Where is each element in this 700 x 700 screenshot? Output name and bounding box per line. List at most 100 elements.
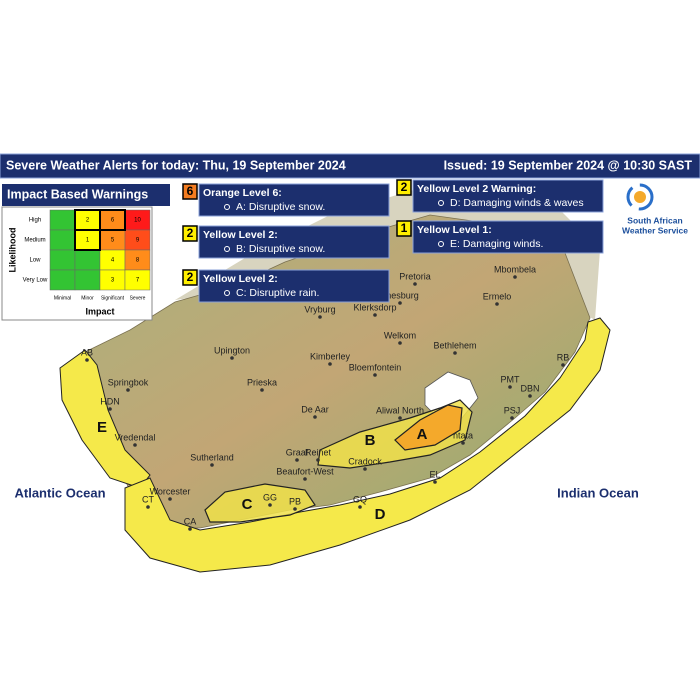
place-dot: [188, 527, 192, 531]
bullet: [438, 200, 444, 206]
cell-label: 6: [111, 218, 115, 224]
neighbour-land: [175, 185, 600, 320]
level-badge: [396, 220, 412, 237]
place-label: Kimberley: [310, 351, 351, 361]
cell: [49, 209, 76, 231]
warning-item: C: Disruptive rain.: [236, 287, 319, 299]
place-label: Vredendal: [115, 432, 156, 442]
bullet: [224, 246, 230, 252]
highlight: [74, 229, 101, 251]
level-number: 2: [187, 226, 194, 240]
region-c: [204, 483, 316, 523]
place-dot: [210, 463, 214, 467]
warning-box: [198, 183, 390, 217]
impact-matrix: High 2 6 10 Medium 1 5 9 Low 4 8 Very Low 3 7 Minimal M…: [23, 209, 151, 301]
warning-box: [198, 269, 390, 303]
region-label: C: [242, 496, 253, 513]
place-label: Ermelo: [483, 291, 512, 301]
place-label: PSJ: [504, 405, 521, 415]
logo-text: South African: [627, 215, 682, 225]
logo-icon: [626, 183, 654, 211]
place-dot: [510, 416, 514, 420]
level-badge: [182, 183, 198, 200]
warning-item: E: Damaging winds.: [450, 238, 543, 250]
row-label: Medium: [24, 238, 45, 244]
place-dot: [303, 477, 307, 481]
place-dot: [528, 394, 532, 398]
cell: [74, 269, 101, 291]
region-label: D: [375, 506, 386, 523]
header-title: Severe Weather Alerts for today: Thu, 19…: [6, 158, 346, 172]
place-label: EL: [429, 469, 440, 479]
cell: [49, 249, 76, 271]
place-label: Aliwal North: [376, 405, 424, 415]
place-dot: [453, 351, 457, 355]
ocean-label: Indian Ocean: [557, 485, 639, 500]
logo-text: Weather Service: [622, 225, 688, 235]
place-label: Prieska: [247, 377, 277, 387]
place-dot: [146, 505, 150, 509]
place-dot: [133, 443, 137, 447]
matrix-title-box: [2, 184, 170, 206]
place-label: De Aar: [301, 404, 329, 414]
row-label: Very Low: [23, 278, 48, 284]
warning-title: Yellow Level 2 Warning:: [417, 183, 536, 195]
region-e: [59, 349, 151, 489]
place-dot: [461, 441, 465, 445]
place-label: Graaf: [286, 447, 309, 457]
ocean-label: Atlantic Ocean: [14, 485, 105, 500]
bullet: [224, 290, 230, 296]
cell: [124, 269, 151, 291]
place-dot: [316, 458, 320, 462]
bullet: [438, 241, 444, 247]
place-dot: [373, 373, 377, 377]
bullet: [224, 204, 230, 210]
place-label: GG: [263, 492, 277, 502]
place-label: GQ: [353, 494, 367, 504]
place-label: DBN: [520, 383, 539, 393]
place-dot: [85, 358, 89, 362]
place-label: CA: [184, 516, 197, 526]
column-label: Minimal: [54, 295, 71, 301]
cell-label: 10: [134, 218, 141, 224]
place-label: Upington: [214, 345, 250, 355]
header-bar: [0, 153, 700, 179]
region-a: [394, 404, 463, 451]
warning-title: Yellow Level 1:: [417, 224, 492, 236]
logo-icon: [634, 191, 646, 203]
column-label: Severe: [130, 295, 146, 301]
place-label: Vryburg: [304, 304, 335, 314]
place-dot: [260, 388, 264, 392]
row-label: High: [29, 218, 41, 224]
place-dot: [108, 407, 112, 411]
place-dot: [398, 301, 402, 305]
place-dot: [318, 315, 322, 319]
place-dot: [363, 467, 367, 471]
place-label: ntata: [453, 430, 473, 440]
warning-box: [412, 179, 604, 213]
level-badge: [396, 179, 412, 196]
cell-label: 5: [111, 238, 115, 244]
place-dot: [295, 458, 299, 462]
cell-label: 2: [86, 218, 90, 224]
place-dot: [126, 388, 130, 392]
column-label: Minor: [81, 295, 94, 301]
place-label: Bethlehem: [433, 340, 476, 350]
place-label: Klerksdorp: [353, 302, 396, 312]
region-label: A: [417, 426, 428, 443]
place-label: AB: [81, 347, 93, 357]
warning-title: Yellow Level 2:: [203, 229, 278, 241]
place-label: Beaufort-West: [276, 466, 334, 476]
place-label: Bloemfontein: [349, 362, 402, 372]
region-labels: A B C D E: [97, 419, 428, 523]
cell-label: 9: [136, 238, 140, 244]
place-dot: [433, 480, 437, 484]
place-label: Springbok: [108, 377, 149, 387]
warning-item: A: Disruptive snow.: [236, 201, 325, 213]
cell-label: 8: [136, 258, 140, 264]
cell-label: 1: [86, 238, 90, 244]
place-dot: [508, 385, 512, 389]
place-dot: [168, 497, 172, 501]
cell: [49, 229, 76, 251]
